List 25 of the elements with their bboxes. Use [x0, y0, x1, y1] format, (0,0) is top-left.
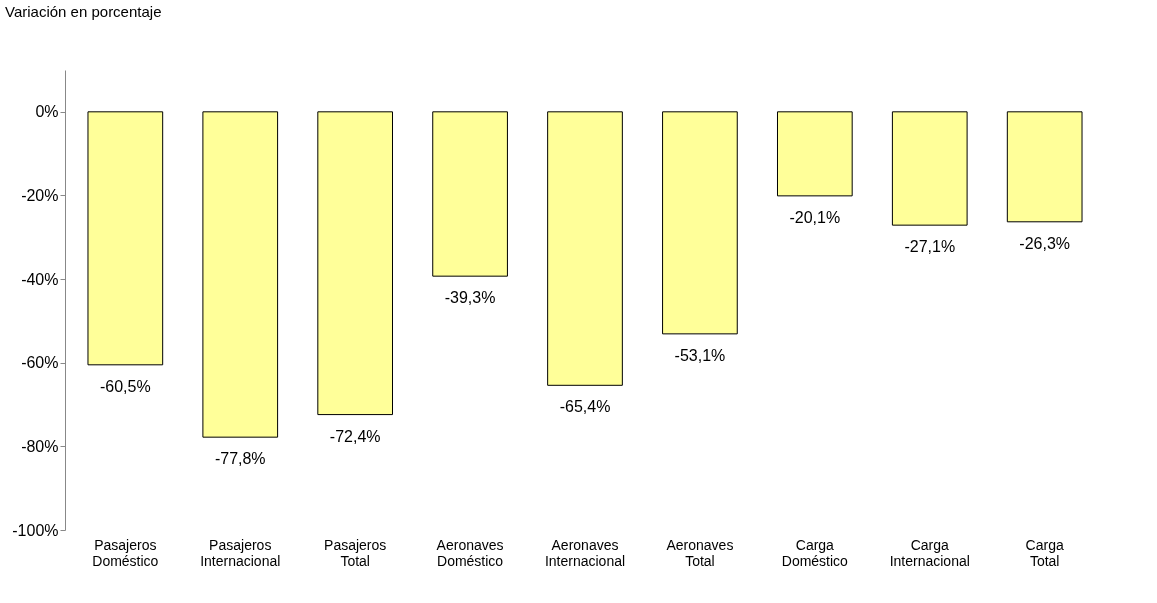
data-label: -20,1% [789, 208, 841, 226]
x-tick-label: Aeronaves Doméstico [436, 536, 504, 569]
y-tick-label: -80% [21, 437, 59, 455]
x-tick-label: Aeronaves Internacional [544, 536, 626, 569]
x-tick-label: Pasajeros Doméstico [92, 536, 159, 569]
data-label: -39,3% [444, 289, 496, 307]
x-tick-label: Carga Total [1025, 536, 1064, 569]
x-tick-label: Carga Internacional [889, 536, 970, 569]
y-tick-label: -60% [21, 354, 59, 372]
y-tick-label: -20% [21, 186, 59, 204]
chart-title: Variación en porcentaje [5, 3, 162, 20]
x-tick-label: Carga Doméstico [781, 536, 849, 569]
data-label: -77,8% [214, 450, 266, 468]
data-label: -60,5% [99, 377, 151, 395]
data-label: -53,1% [674, 346, 726, 364]
x-tick-label: Pasajeros Internacional [200, 536, 281, 569]
y-tick-label: -40% [21, 270, 59, 288]
y-tick-label: -100% [12, 521, 59, 539]
data-label: -26,3% [1019, 234, 1071, 252]
y-tick-label: 0% [35, 103, 59, 121]
x-tick-label: Aeronaves Total [666, 536, 734, 569]
x-tick-label: Pasajeros Total [324, 536, 387, 569]
data-label: -72,4% [329, 427, 381, 445]
data-label: -27,1% [904, 238, 956, 256]
data-label: -65,4% [559, 398, 611, 416]
